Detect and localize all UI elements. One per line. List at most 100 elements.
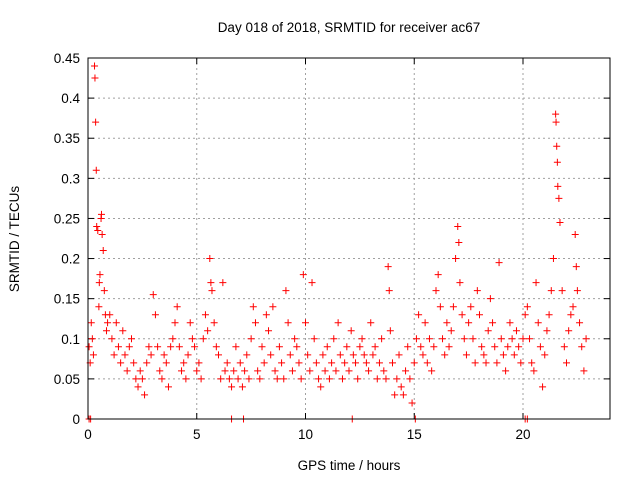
data-point: [219, 279, 227, 287]
data-point: [495, 259, 503, 267]
data-point: [304, 351, 312, 359]
data-point: [410, 359, 418, 367]
data-point: [582, 335, 590, 343]
data-point: [338, 375, 346, 383]
data-point: [154, 343, 162, 351]
data-point: [206, 255, 214, 263]
data-point: [143, 359, 151, 367]
data-point: [375, 359, 383, 367]
data-point: [515, 343, 523, 351]
data-point: [530, 367, 538, 375]
data-point: [417, 343, 425, 351]
data-point: [419, 351, 427, 359]
plot-frame: [87, 57, 611, 420]
data-point: [134, 383, 142, 391]
data-point: [539, 383, 547, 391]
data-point: [352, 359, 360, 367]
data-point: [204, 327, 212, 335]
data-point: [499, 351, 507, 359]
data-point: [385, 287, 393, 295]
data-point: [269, 303, 277, 311]
data-point: [467, 303, 475, 311]
data-point: [88, 335, 96, 343]
data-point: [110, 351, 118, 359]
data-point: [425, 335, 433, 343]
data-point: [343, 343, 351, 351]
data-point: [508, 335, 516, 343]
y-tick-label: 0.35: [54, 131, 80, 146]
data-point: [553, 158, 561, 166]
y-tick-label: 0.1: [61, 332, 80, 347]
data-point: [458, 311, 466, 319]
data-point: [319, 351, 327, 359]
data-point: [480, 351, 488, 359]
y-tick-label: 0.45: [54, 51, 80, 66]
data-point: [484, 327, 492, 335]
data-point: [286, 351, 294, 359]
data-point: [382, 375, 390, 383]
data-point: [432, 287, 440, 295]
data-point: [241, 367, 249, 375]
data-point: [260, 359, 268, 367]
data-point: [347, 327, 355, 335]
y-tick-label: 0.05: [54, 372, 80, 387]
data-point: [486, 295, 494, 303]
data-point: [208, 287, 216, 295]
data-point: [141, 391, 149, 399]
data-point: [236, 359, 244, 367]
data-point: [212, 343, 220, 351]
data-point: [308, 279, 316, 287]
data-point: [465, 319, 473, 327]
data-point: [96, 271, 104, 279]
data-point: [251, 319, 259, 327]
data-point: [341, 359, 349, 367]
data-point: [282, 287, 290, 295]
data-point: [256, 375, 264, 383]
data-point: [541, 351, 549, 359]
data-points: [85, 62, 590, 423]
data-point: [567, 311, 575, 319]
data-point: [184, 351, 192, 359]
data-point: [506, 319, 514, 327]
data-point: [217, 375, 225, 383]
data-point: [267, 351, 275, 359]
data-point: [85, 343, 93, 351]
data-point: [462, 351, 470, 359]
data-point: [284, 319, 292, 327]
data-point: [553, 142, 561, 150]
data-point: [434, 271, 442, 279]
data-point: [556, 218, 564, 226]
data-point: [447, 327, 455, 335]
data-point: [169, 335, 177, 343]
data-point: [162, 359, 170, 367]
data-point: [238, 383, 246, 391]
data-point: [441, 351, 449, 359]
data-point: [526, 335, 534, 343]
data-point: [178, 367, 186, 375]
data-point: [95, 303, 103, 311]
data-point: [258, 343, 266, 351]
data-point: [299, 271, 307, 279]
data-point: [519, 335, 527, 343]
data-point: [356, 343, 364, 351]
data-point: [228, 383, 236, 391]
data-point: [517, 359, 525, 367]
data-point: [114, 343, 122, 351]
data-point: [128, 335, 135, 343]
data-point: [247, 335, 255, 343]
data-point: [243, 351, 251, 359]
data-point: [573, 287, 581, 295]
data-point: [415, 311, 423, 319]
data-point: [245, 375, 253, 383]
data-point: [280, 375, 288, 383]
data-point: [317, 383, 325, 391]
data-point: [92, 118, 100, 126]
data-point: [191, 343, 199, 351]
data-point: [223, 359, 231, 367]
data-point: [455, 239, 463, 247]
data-point: [565, 327, 573, 335]
data-point: [87, 319, 95, 327]
data-point: [151, 311, 159, 319]
data-point: [358, 335, 366, 343]
